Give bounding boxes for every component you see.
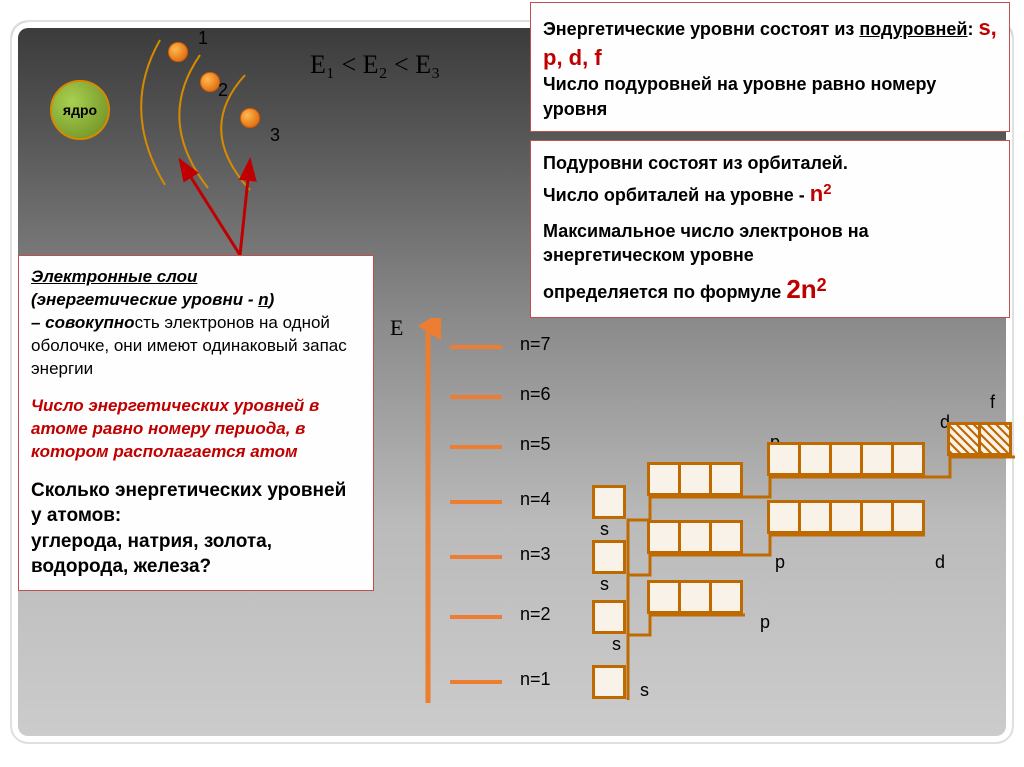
tr2-l4a: определяется по формуле <box>543 282 786 302</box>
level-4-lbl: n=4 <box>520 489 551 510</box>
tr1-b: подуровней <box>859 19 967 39</box>
lb-title: Электронные слои <box>31 267 197 286</box>
tr1-a: Энергетические уровни состоят из <box>543 19 859 39</box>
nucleus: ядро <box>50 80 110 140</box>
energy-equation: E₁ < E₂ < E₃ <box>310 50 440 80</box>
energy-arrow <box>415 318 441 708</box>
electron-3 <box>240 108 260 128</box>
electron-2 <box>200 72 220 92</box>
tr2-l3: Максимальное число электронов на энергет… <box>543 219 997 268</box>
tr2-l4b: 2n <box>786 274 816 304</box>
orbit-label-2: 2 <box>218 80 228 101</box>
level-1-lbl: n=1 <box>520 669 551 690</box>
orbit-label-3: 3 <box>270 125 280 146</box>
tr2-l4bsup: 2 <box>817 275 827 295</box>
left-box: Электронные слои (энергетические уровни … <box>18 255 374 591</box>
tr1-box: Энергетические уровни состоят из подуров… <box>530 2 1010 132</box>
level-5-lbl: n=5 <box>520 434 551 455</box>
level-4 <box>450 500 502 504</box>
step-lines <box>590 410 1020 710</box>
lb-p2: Число энергетических уровней в атоме рав… <box>31 395 361 464</box>
electron-1 <box>168 42 188 62</box>
lb-p3a: Сколько энергетических уровней у атомов: <box>31 478 361 529</box>
level-7-lbl: n=7 <box>520 334 551 355</box>
lb-n: n <box>258 290 268 309</box>
tr2-l2bsup: 2 <box>823 181 831 198</box>
tr2-l2b: n <box>810 181 823 206</box>
level-6-lbl: n=6 <box>520 384 551 405</box>
lb-t3a: – совокупно <box>31 313 135 332</box>
level-7 <box>450 345 502 349</box>
orbit-label-1: 1 <box>198 28 208 49</box>
level-6 <box>450 395 502 399</box>
lb-p3b: углерода, натрия, золота, водорода, желе… <box>31 529 361 580</box>
tr2-l1: Подуровни состоят из орбиталей. <box>543 151 997 175</box>
level-1 <box>450 680 502 684</box>
red-arrows <box>150 150 310 260</box>
lb-t2b: ) <box>269 290 275 309</box>
tr2-l2a: Число орбиталей на уровне - <box>543 185 810 205</box>
tr1-l2: Число подуровней на уровне равно номеру … <box>543 74 936 118</box>
level-5 <box>450 445 502 449</box>
tr1-c: : <box>967 19 978 39</box>
level-2-lbl: n=2 <box>520 604 551 625</box>
lb-t2a: (энергетические уровни - <box>31 290 258 309</box>
level-2 <box>450 615 502 619</box>
level-3 <box>450 555 502 559</box>
e-axis-label: E <box>390 315 403 341</box>
level-3-lbl: n=3 <box>520 544 551 565</box>
tr2-box: Подуровни состоят из орбиталей. Число ор… <box>530 140 1010 318</box>
